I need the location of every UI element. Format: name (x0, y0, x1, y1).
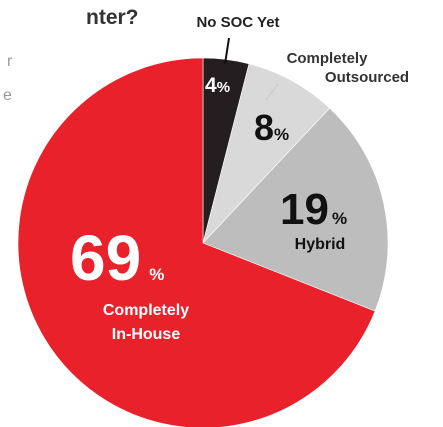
in-house-number: 69 (70, 222, 141, 294)
outsourced-value: 8% (254, 107, 289, 148)
in-house-label-line-1: Completely (103, 302, 189, 319)
outsourced-percent: % (274, 125, 289, 144)
side-text-fragment-2: e (3, 87, 12, 104)
outsourced-callout-line (265, 83, 279, 101)
title-fragment: nter? (86, 6, 139, 29)
no-soc-callout-line (224, 37, 230, 65)
pie-slice-completely-in-house (17, 57, 376, 427)
side-text-fragment-1: r (7, 53, 13, 70)
in-house-percent: % (149, 265, 164, 284)
outsourced-label-line-2: Outsourced (325, 69, 409, 86)
no-soc-number: 4 (205, 74, 217, 97)
hybrid-label: Hybrid (295, 236, 346, 253)
no-soc-percent: % (217, 79, 230, 96)
hybrid-percent: % (332, 209, 347, 228)
pie-slice-hybrid (202, 107, 389, 312)
pie-slices (17, 57, 389, 427)
hybrid-value: 19% (280, 185, 347, 234)
outsourced-number: 8 (254, 107, 274, 148)
in-house-label-line-2: In-House (112, 326, 181, 343)
hybrid-number: 19 (280, 185, 329, 234)
pie-slice-completely-outsourced (202, 63, 331, 244)
no-soc-value: 4% (205, 74, 230, 97)
no-soc-label: No SOC Yet (196, 14, 279, 31)
outsourced-label-line-1: Completely (287, 50, 369, 67)
in-house-value: 69% (70, 222, 164, 294)
